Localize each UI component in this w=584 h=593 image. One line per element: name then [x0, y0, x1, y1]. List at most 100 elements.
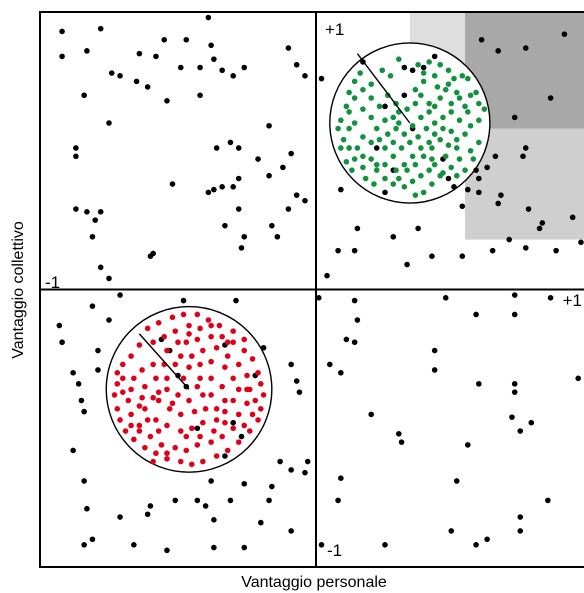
red-point: [186, 322, 192, 329]
black-point: [354, 225, 361, 232]
green-point: [390, 181, 397, 187]
red-point: [235, 411, 242, 418]
red-point: [200, 419, 206, 426]
red-point: [205, 317, 212, 323]
green-point: [384, 131, 391, 137]
black-point: [241, 64, 248, 71]
black-point: [442, 295, 449, 301]
green-point: [415, 61, 421, 68]
black-point: [431, 347, 438, 354]
black-point: [106, 120, 112, 126]
red-point: [166, 406, 173, 412]
red-point: [211, 428, 217, 434]
red-point: [189, 353, 195, 359]
black-point: [59, 53, 65, 60]
black-point: [465, 186, 471, 193]
black-point: [235, 175, 242, 182]
red-point: [200, 458, 206, 465]
red-point: [200, 392, 206, 398]
green-point: [440, 125, 446, 132]
green-point: [418, 92, 424, 99]
black-point: [84, 48, 90, 54]
red-point: [150, 361, 156, 368]
red-point: [164, 422, 170, 429]
green-point: [420, 70, 427, 76]
green-point: [467, 122, 474, 129]
green-cluster-radius-line: [356, 53, 411, 124]
red-point: [131, 375, 137, 382]
black-point: [219, 67, 225, 74]
black-point: [351, 339, 358, 346]
green-point: [376, 103, 383, 110]
black-point: [92, 217, 98, 223]
black-point: [404, 261, 410, 268]
green-point: [401, 161, 408, 168]
green-point: [368, 81, 375, 87]
black-point: [545, 497, 551, 504]
green-point: [459, 73, 466, 79]
green-point: [476, 139, 482, 146]
black-point: [133, 78, 140, 85]
red-point: [213, 406, 220, 412]
green-point: [335, 125, 341, 132]
green-point: [409, 153, 416, 160]
green-point: [371, 181, 377, 187]
red-point: [177, 411, 184, 418]
black-point: [324, 272, 330, 279]
black-point: [509, 414, 515, 420]
green-point: [426, 100, 432, 107]
black-point: [238, 245, 245, 251]
red-point: [200, 347, 206, 354]
black-point: [274, 233, 281, 240]
red-point: [153, 375, 159, 382]
green-point: [346, 145, 352, 151]
green-point: [462, 131, 468, 137]
red-point: [164, 386, 170, 393]
black-point: [498, 192, 504, 198]
black-point: [106, 275, 112, 282]
black-point: [398, 439, 405, 445]
black-point: [517, 528, 524, 534]
green-point: [390, 114, 397, 121]
black-point: [302, 469, 308, 476]
black-point: [277, 458, 283, 465]
black-point: [211, 56, 217, 62]
green-point: [453, 145, 460, 151]
red-point: [230, 375, 236, 382]
black-point: [451, 184, 457, 190]
red-point: [144, 417, 151, 423]
red-point: [213, 417, 220, 423]
black-point: [230, 73, 236, 79]
red-point: [125, 397, 132, 404]
black-point: [304, 458, 311, 465]
black-point: [335, 247, 341, 254]
black-point: [211, 544, 217, 551]
green-point: [462, 103, 468, 110]
black-point: [233, 297, 239, 304]
green-point: [453, 89, 460, 96]
red-point: [114, 369, 121, 376]
black-point: [511, 114, 518, 121]
green-point: [407, 139, 413, 146]
green-point: [431, 131, 438, 137]
black-point: [280, 164, 286, 171]
green-point: [368, 114, 375, 121]
black-point: [484, 164, 490, 171]
green-point: [368, 139, 375, 146]
green-point: [396, 120, 402, 126]
black-point: [429, 253, 435, 259]
black-point: [202, 503, 209, 509]
black-point: [492, 153, 499, 160]
red-point: [122, 428, 129, 434]
black-point: [208, 42, 214, 49]
black-point: [338, 369, 344, 376]
red-point: [128, 353, 134, 359]
black-point: [511, 292, 518, 298]
black-point: [194, 497, 201, 504]
green-point: [442, 86, 449, 93]
green-point: [349, 167, 355, 173]
red-point: [114, 381, 121, 387]
red-point: [216, 322, 223, 329]
green-point: [343, 103, 350, 110]
black-point: [453, 478, 460, 484]
